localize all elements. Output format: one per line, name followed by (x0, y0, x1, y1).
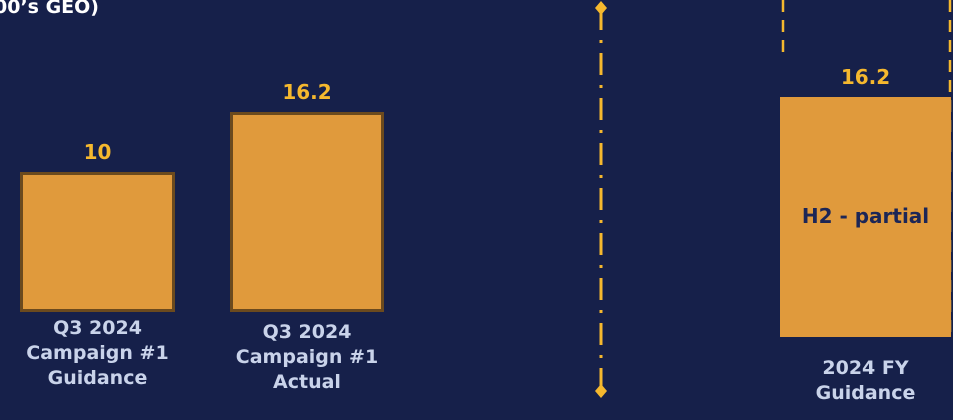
divider-diamond (595, 1, 607, 15)
bar (780, 97, 951, 337)
chart-title: 00’s GEO) (0, 0, 99, 18)
value-label: 10 (83, 140, 112, 164)
x-tick-label: Q3 2024 Campaign #1 Actual (235, 321, 379, 393)
bar (230, 111, 384, 312)
x-tick-label: Q3 2024 Campaign #1 Guidance (26, 317, 169, 389)
x-tick-label: 2024 FY Guidance (815, 357, 916, 404)
value-label: 16.2 (840, 65, 891, 90)
bar-annotation: H2 - partial (801, 204, 930, 229)
bar (20, 172, 175, 312)
divider-diamond (595, 384, 607, 398)
value-label: 16.2 (282, 79, 332, 104)
